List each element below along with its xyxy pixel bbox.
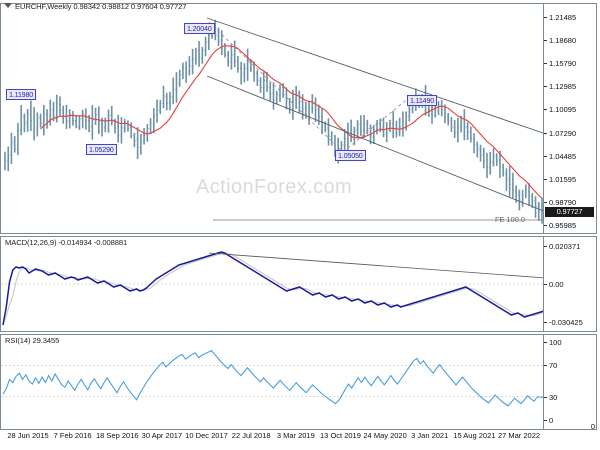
rsi-plot-area[interactable] xyxy=(1,335,544,429)
date-axis-tick-label: 3 Mar 2019 xyxy=(276,431,315,440)
price-plot-area[interactable] xyxy=(1,4,544,233)
date-axis: 0 28 Jun 2015 7 Feb 2016 18 Sep 2016 30 Apr… xyxy=(0,422,597,450)
macd-axis-tick-label: -0.030425 xyxy=(549,318,583,327)
date-axis-tick-label: 27 Mar 2022 xyxy=(497,431,541,440)
swing-high-label[interactable]: 1.11980 xyxy=(6,89,37,100)
rsi-axis[interactable]: 100 70 30 0 xyxy=(543,335,596,429)
rebound-high-label[interactable]: 1.11490 xyxy=(407,95,438,106)
rsi-svg xyxy=(1,349,544,407)
symbol-legend-text: EURCHF,Weekly 0.98342 0.98812 0.97604 0.… xyxy=(15,2,187,11)
macd-panel[interactable]: 0.020371 0.00 -0.030425 MACD(12,26,9) -0.0… xyxy=(0,236,597,332)
macd-axis[interactable]: 0.020371 0.00 -0.030425 xyxy=(543,237,596,331)
date-axis-tick-label: 22 Jul 2018 xyxy=(231,431,271,440)
date-axis-zero-label: 0 xyxy=(590,422,595,431)
channel-low-label[interactable]: 1.05050 xyxy=(335,150,366,161)
price-chart-panel[interactable]: 1.21485 1.18680 1.15790 1.12985 1.10095 1.072… xyxy=(0,3,597,234)
date-axis-tick-label: 13 Oct 2019 xyxy=(320,431,361,440)
macd-svg xyxy=(1,251,544,326)
price-axis-tick-label: 1.04485 xyxy=(549,151,577,161)
price-axis-tick-label: 1.01595 xyxy=(549,174,577,184)
macd-plot-area[interactable] xyxy=(1,237,544,331)
rsi-panel[interactable]: 100 70 30 0 RSI(14) 29.3455 xyxy=(0,334,597,430)
macd-legend: MACD(12,26,9) -0.014934 -0.008881 xyxy=(5,238,128,247)
price-axis-tick-label: 0.98790 xyxy=(549,197,577,207)
date-axis-tick-label: 18 Sep 2016 xyxy=(95,431,139,440)
rsi-legend: RSI(14) 29.3455 xyxy=(5,336,60,345)
date-axis-tick-label: 3 Jan 2021 xyxy=(411,431,449,440)
macd-axis-tick-label: 0.020371 xyxy=(549,242,581,251)
price-axis-tick-label: 1.12985 xyxy=(549,82,577,92)
fib-extension-label: FE 100.0 xyxy=(495,215,525,224)
current-price-badge: 0.97727 xyxy=(545,206,594,217)
price-candlestick-svg xyxy=(3,17,544,224)
macd-axis-tick-label: 0.00 xyxy=(549,280,564,289)
price-axis[interactable]: 1.21485 1.18680 1.15790 1.12985 1.10095 1.072… xyxy=(543,4,596,233)
rsi-axis-tick-label: 30 xyxy=(549,392,558,402)
watermark: ActionForex.com xyxy=(196,176,353,198)
rsi-axis-tick-label: 70 xyxy=(549,361,558,371)
date-axis-tick-label: 10 Dec 2017 xyxy=(185,431,228,440)
price-axis-tick-label: 0.95985 xyxy=(549,221,577,230)
price-axis-tick-label: 1.07290 xyxy=(549,128,577,138)
symbol-legend: EURCHF,Weekly 0.98342 0.98812 0.97604 0.… xyxy=(4,2,187,11)
caret-down-icon[interactable] xyxy=(4,3,12,8)
rsi-axis-tick-label: 0 xyxy=(549,416,554,425)
rsi-axis-tick-label: 100 xyxy=(549,338,562,347)
swing-low-label[interactable]: 1.05290 xyxy=(86,144,117,155)
price-axis-tick-label: 1.10095 xyxy=(549,105,577,115)
date-axis-tick-label: 28 Jun 2015 xyxy=(7,431,49,440)
date-axis-tick-label: 24 May 2020 xyxy=(363,431,407,440)
price-axis-tick-label: 1.21485 xyxy=(549,13,577,22)
date-axis-tick-label: 30 Apr 2017 xyxy=(141,431,183,440)
date-axis-tick-label: 15 Aug 2021 xyxy=(453,431,496,440)
price-axis-tick-label: 1.18680 xyxy=(549,36,577,46)
date-axis-tick-label: 7 Feb 2016 xyxy=(53,431,92,440)
peak-high-label[interactable]: 1.20040 xyxy=(184,23,215,34)
price-axis-tick-label: 1.15790 xyxy=(549,59,577,69)
